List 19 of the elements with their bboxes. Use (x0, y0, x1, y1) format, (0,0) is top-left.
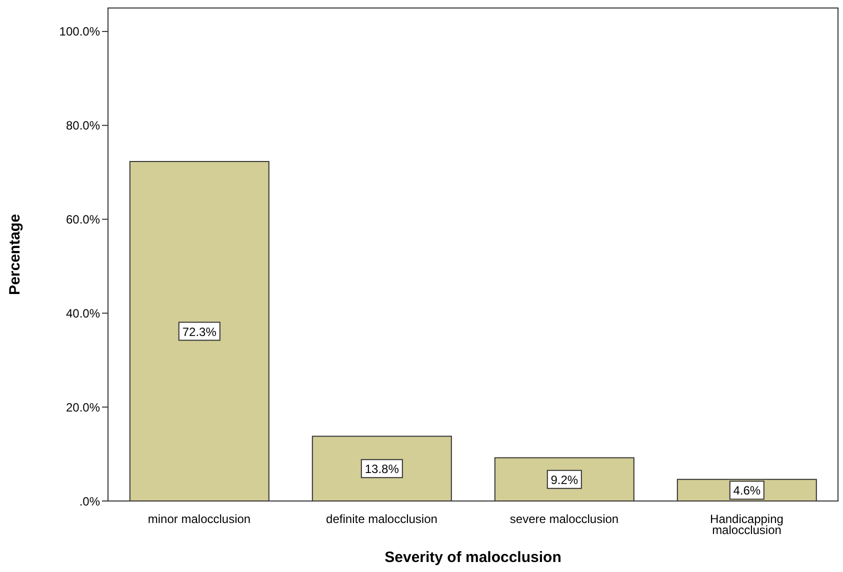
data-label: 4.6% (733, 484, 761, 498)
y-tick-label: 40.0% (66, 306, 100, 320)
x-tick-label: severe malocclusion (510, 512, 619, 526)
y-tick-label: 60.0% (66, 212, 100, 227)
x-axis-title: Severity of malocclusion (384, 549, 562, 566)
x-tick-label: definite malocclusion (326, 512, 438, 526)
data-label: 72.3% (182, 324, 217, 339)
y-tick-label: 100.0% (59, 24, 100, 39)
y-tick-label: 20.0% (66, 400, 100, 414)
y-axis-title: Percentage (6, 214, 24, 295)
data-label: 9.2% (550, 472, 578, 487)
y-tick-label: 80.0% (66, 118, 100, 133)
x-tick-label: minor malocclusion (148, 512, 251, 526)
y-tick-label: .0% (79, 494, 100, 508)
bar (129, 161, 270, 501)
bar (494, 457, 634, 501)
bar (312, 436, 452, 501)
x-tick-label: Handicapping malocclusion (710, 512, 784, 537)
data-label: 13.8% (364, 462, 400, 476)
